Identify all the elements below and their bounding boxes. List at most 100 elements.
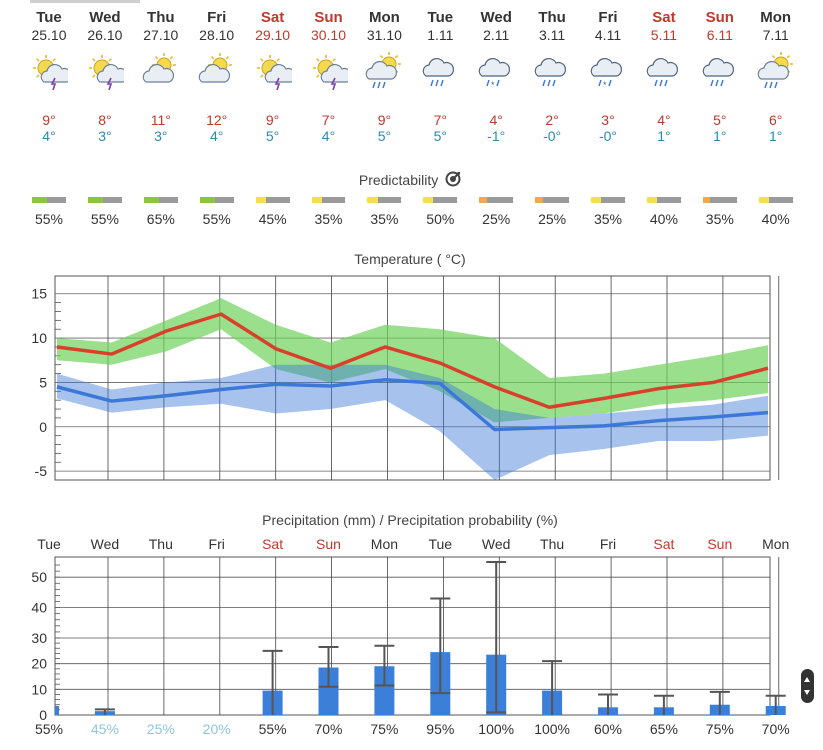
day-date: 7.11 bbox=[762, 27, 789, 43]
precip-probability: 45% bbox=[91, 721, 119, 737]
max-temp: 7° bbox=[321, 112, 336, 128]
precip-probability: 75% bbox=[706, 721, 734, 737]
min-temp: -1° bbox=[487, 128, 506, 144]
day-name: Fri bbox=[598, 9, 618, 26]
day-name: Fri bbox=[207, 9, 227, 26]
day-date: 5.11 bbox=[650, 27, 677, 43]
day-name: Thu bbox=[147, 9, 175, 26]
sun-cloud-icon bbox=[142, 52, 180, 92]
predictability-percent: 35% bbox=[593, 211, 623, 227]
predictability-bar bbox=[535, 197, 570, 203]
predictability-bar bbox=[423, 197, 458, 203]
max-temp: 6° bbox=[768, 112, 783, 128]
predictability-percent: 40% bbox=[649, 211, 678, 227]
day-date: 1.11 bbox=[427, 27, 454, 43]
day-label: Sat bbox=[262, 536, 283, 552]
max-temp: 9° bbox=[42, 112, 56, 128]
max-temp: 5° bbox=[713, 112, 727, 128]
y-tick-label: 0 bbox=[39, 419, 47, 435]
day-label: Tue bbox=[37, 536, 61, 552]
min-temp: 4° bbox=[209, 128, 224, 144]
sun-cloud-icon bbox=[198, 52, 236, 92]
day-date: 31.10 bbox=[366, 27, 402, 43]
day-date: 3.11 bbox=[538, 27, 566, 43]
scroll-handle[interactable] bbox=[801, 669, 814, 703]
predictability-percent: 35% bbox=[314, 211, 343, 227]
max-temp: 9° bbox=[377, 112, 392, 128]
day-date: 4.11 bbox=[594, 27, 622, 43]
precipitation-chart: Tue Wed Thu Fri Sat Sun Mon Tue Wed Thu Fri Sat Sun M… bbox=[31, 536, 789, 737]
day-label: Thu bbox=[540, 536, 564, 552]
day-name: Mon bbox=[760, 9, 792, 26]
day-date: 30.10 bbox=[310, 27, 347, 43]
min-temp: 4° bbox=[42, 128, 56, 144]
precip-probability: 60% bbox=[594, 721, 622, 737]
precip-bar bbox=[374, 666, 395, 715]
precip-probability: 100% bbox=[534, 721, 570, 737]
predictability-bar bbox=[646, 197, 681, 203]
predictability-title: Predictability bbox=[300, 171, 520, 188]
max-temp: 2° bbox=[545, 112, 559, 128]
cloud-rain-snow-icon: * bbox=[589, 52, 627, 92]
precipitation-chart-title: Precipitation (mm) / Precipitation proba… bbox=[262, 512, 558, 528]
cloud-rain-icon bbox=[701, 52, 739, 92]
day-label: Sun bbox=[707, 536, 732, 552]
min-temp: 5° bbox=[265, 128, 280, 144]
y-tick-label: 10 bbox=[31, 330, 47, 346]
precip-bar bbox=[55, 706, 59, 715]
plot-area bbox=[54, 556, 771, 716]
cloud-rain-icon bbox=[533, 52, 571, 92]
max-temp-line bbox=[56, 312, 769, 410]
day-label: Tue bbox=[428, 536, 452, 552]
day-name: Tue bbox=[427, 9, 454, 26]
precip-probability: 65% bbox=[650, 721, 678, 737]
min-temp: 5° bbox=[377, 128, 392, 144]
min-temp: -0° bbox=[598, 128, 618, 144]
predictability-percent: 40% bbox=[761, 211, 790, 227]
day-date: 26.10 bbox=[87, 27, 123, 43]
min-temp: 1° bbox=[657, 128, 671, 144]
sun-thunderstorm-icon bbox=[310, 52, 352, 92]
day-name: Sat bbox=[652, 9, 676, 26]
y-tick-label: 15 bbox=[31, 286, 47, 302]
sun-cloud-rain-icon bbox=[757, 52, 795, 92]
day-date: 28.10 bbox=[199, 27, 235, 43]
predictability-percent: 65% bbox=[146, 211, 175, 227]
min-temp: 1° bbox=[768, 128, 783, 144]
y-tick-label: -5 bbox=[35, 463, 48, 479]
day-label: Fri bbox=[209, 536, 225, 552]
min-temp-line bbox=[56, 378, 769, 432]
day-label: Mon bbox=[762, 536, 789, 552]
min-temp: 3° bbox=[98, 128, 112, 144]
predictability-bar bbox=[591, 197, 625, 203]
day-label: Thu bbox=[149, 536, 173, 552]
y-tick-label: 40 bbox=[31, 600, 47, 616]
day-label: Wed bbox=[482, 536, 511, 552]
day-date: 25.10 bbox=[31, 27, 67, 43]
predictability-label: Predictability bbox=[358, 172, 439, 188]
max-temp: 3° bbox=[601, 112, 615, 128]
svg-text:*: * bbox=[491, 80, 495, 90]
y-tick-label: 10 bbox=[31, 681, 47, 697]
cloud-rain-icon bbox=[645, 52, 683, 92]
top-divider bbox=[30, 0, 140, 3]
day-name: Wed bbox=[89, 9, 121, 26]
day-name: Wed bbox=[480, 9, 512, 26]
max-temp: 11° bbox=[150, 112, 171, 128]
y-tick-label: 20 bbox=[31, 656, 47, 672]
day-date: 2.11 bbox=[483, 27, 510, 43]
day-name: Thu bbox=[538, 9, 566, 26]
day-name: Sun bbox=[705, 9, 734, 26]
precip-probability: 55% bbox=[259, 721, 287, 737]
day-label: Wed bbox=[91, 536, 120, 552]
day-label: Mon bbox=[371, 536, 398, 552]
sun-cloud-rain-icon bbox=[365, 52, 403, 92]
predictability-bar bbox=[758, 197, 793, 203]
day-date: 29.10 bbox=[255, 27, 291, 43]
predictability-bar bbox=[702, 197, 737, 203]
day-label: Sat bbox=[653, 536, 674, 552]
max-temp: 8° bbox=[98, 112, 112, 128]
max-temp: 12° bbox=[206, 112, 228, 128]
predictability-bar bbox=[311, 197, 346, 203]
precip-probability: 95% bbox=[426, 721, 454, 737]
